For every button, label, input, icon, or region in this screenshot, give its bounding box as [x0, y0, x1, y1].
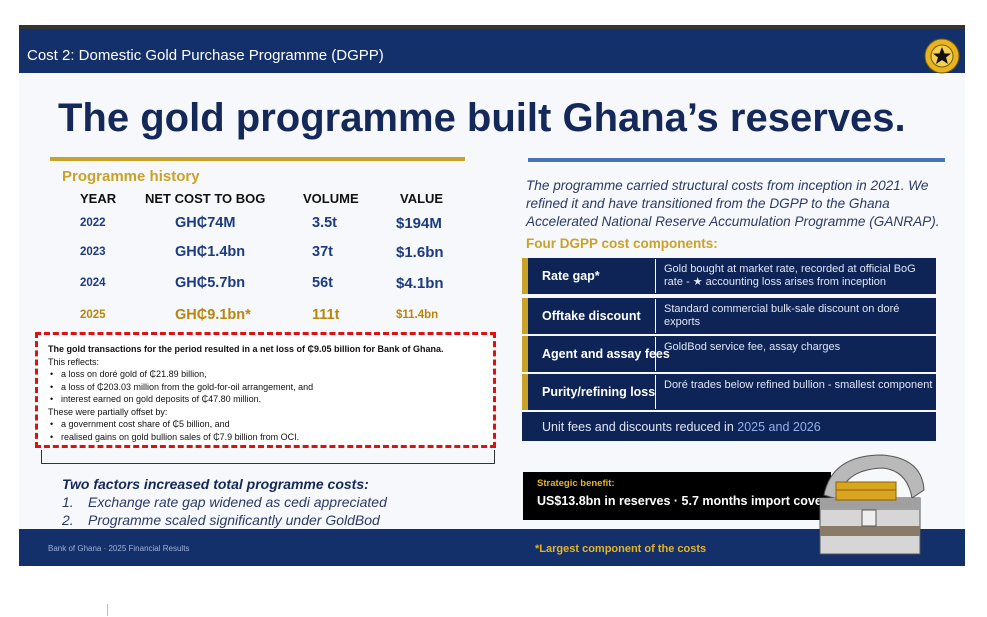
value-cell: 37t	[312, 244, 333, 261]
footer-source: Bank of Ghana · 2025 Financial Results	[48, 544, 190, 553]
accent-stripe	[522, 298, 528, 334]
component-row: Purity/refining loss Doré trades below re…	[522, 374, 936, 410]
section-title: Cost 2: Domestic Gold Purchase Programme…	[27, 47, 384, 64]
component-row: Offtake discount Standard commercial bulk…	[522, 298, 936, 334]
value-cell: $4.1bn	[396, 275, 444, 292]
benefit-box	[523, 472, 831, 520]
offset-item: realised gains on gold bullion sales of …	[48, 431, 493, 444]
footer-bar	[19, 529, 965, 566]
component-row: Agent and assay fees GoldBod service fee,…	[522, 336, 936, 372]
bracket	[41, 450, 495, 464]
benefit-label: Strategic benefit:	[537, 478, 615, 489]
accent-stripe	[522, 374, 528, 410]
factor-text: Programme scaled significantly under Gol…	[88, 512, 380, 528]
value-cell: 3.5t	[312, 215, 337, 232]
note-offset: These were partially offset by:	[48, 406, 168, 417]
history-title: Programme history	[62, 168, 200, 185]
component-label: Agent and assay fees	[542, 347, 670, 361]
note-item: a loss on doré gold of ₵21.89 billion,	[48, 368, 493, 381]
factor-text: Exchange rate gap widened as cedi apprec…	[88, 494, 387, 510]
gold-rule	[50, 157, 465, 161]
column-header: NET COST TO BOG	[145, 191, 266, 206]
summary-text: Unit fees and discounts reduced in	[542, 420, 734, 434]
note-item: interest earned on gold deposits of ₵47.…	[48, 393, 493, 406]
value-cell: GH₵1.4bn	[175, 244, 246, 261]
summary-box: Unit fees and discounts reduced in 2025 …	[522, 412, 936, 441]
intro-text: The programme carried structural costs f…	[526, 178, 940, 229]
note-lead: The gold transactions for the period res…	[48, 344, 444, 354]
component-description: Standard commercial bulk-sale discount o…	[655, 299, 936, 333]
logo	[924, 38, 960, 74]
top-rule	[19, 25, 965, 29]
blue-rule	[528, 158, 945, 162]
year-cell: 2025	[80, 308, 106, 321]
accent-stripe	[522, 258, 528, 294]
treasure-chest	[819, 454, 925, 555]
column-header: YEAR	[80, 191, 117, 206]
value-cell: $1.6bn	[396, 244, 444, 261]
factor-number: 2.	[62, 512, 74, 528]
cursor-mark	[107, 604, 108, 616]
year-cell: 2023	[80, 245, 106, 258]
factor-number: 1.	[62, 494, 74, 510]
note-item: a loss of ₵203.03 million from the gold-…	[48, 381, 493, 394]
offset-item: a government cost share of ₵5 billion, a…	[48, 418, 493, 431]
value-cell: GH₵5.7bn	[175, 275, 246, 292]
factors-title: Two factors increased total programme co…	[62, 476, 369, 492]
column-header: VALUE	[400, 191, 444, 206]
component-label: Purity/refining loss	[542, 385, 656, 399]
accent-stripe	[522, 336, 528, 372]
column-header: VOLUME	[303, 191, 359, 206]
footer-note: *Largest component of the costs	[535, 543, 707, 555]
slide-title: The gold programme built Ghana’s reserve…	[58, 96, 906, 140]
component-row: Rate gap* Gold bought at market rate, rec…	[522, 258, 936, 294]
component-description: GoldBod service fee, assay charges	[655, 337, 936, 371]
component-label: Offtake discount	[542, 309, 641, 323]
summary-highlight: 2025 and 2026	[737, 420, 821, 434]
components-title: Four DGPP cost components:	[526, 236, 718, 251]
note-items: a loss on doré gold of ₵21.89 billion,a …	[48, 368, 493, 406]
component-label: Rate gap*	[542, 269, 600, 283]
value-cell: $11.4bn	[396, 308, 439, 321]
value-cell: 56t	[312, 275, 333, 292]
note-offset-items: a government cost share of ₵5 billion, a…	[48, 418, 493, 443]
value-cell: GH₵74M	[175, 215, 236, 232]
loss-note: The gold transactions for the period res…	[35, 332, 496, 448]
component-description: Gold bought at market rate, recorded at …	[655, 259, 936, 293]
value-cell: $194M	[396, 215, 442, 232]
year-cell: 2022	[80, 216, 106, 229]
header-bar	[19, 29, 965, 73]
year-cell: 2024	[80, 276, 106, 289]
value-cell: GH₵9.1bn*	[175, 307, 251, 324]
value-cell: 111t	[312, 307, 340, 324]
benefit-text: US$13.8bn in reserves · 5.7 months impor…	[537, 494, 827, 508]
note-reflects: This reflects:	[48, 356, 100, 367]
component-description: Doré trades below refined bullion - smal…	[655, 375, 936, 409]
